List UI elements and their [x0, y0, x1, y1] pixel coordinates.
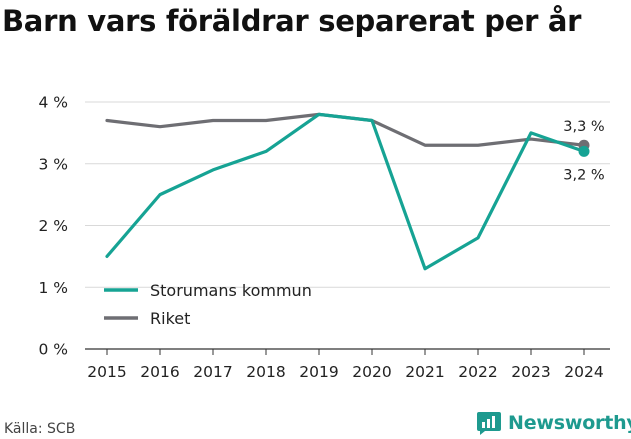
series-line-storuman — [105, 112, 586, 271]
x-axis: 2015 2016 2017 2018 2019 2020 2021 2022 2023 2024 — [87, 349, 604, 381]
y-tick-label: 0 % — [38, 341, 68, 359]
x-tick-label: 2019 — [299, 363, 338, 381]
legend: Storumans kommun Riket — [104, 281, 312, 328]
newsworthy-logo-icon — [477, 412, 501, 435]
legend-label: Riket — [150, 309, 190, 328]
end-value-label: 3,2 % — [563, 167, 604, 183]
series-end-point — [578, 145, 590, 157]
y-axis: 0 % 1 % 2 % 3 % 4 % — [38, 94, 68, 359]
end-value-label: 3,3 % — [563, 119, 604, 135]
legend-label: Storumans kommun — [150, 281, 312, 300]
x-tick-label: 2018 — [246, 363, 285, 381]
y-tick-label: 1 % — [38, 279, 68, 297]
x-tick-label: 2016 — [140, 363, 179, 381]
end-labels: 3,2 % 3,3 % — [563, 119, 604, 183]
source-note: Källa: SCB — [4, 421, 76, 437]
brand-logo: Newsworthy — [476, 408, 631, 438]
x-tick-label: 2021 — [405, 363, 444, 381]
chart-title: Barn vars föräldrar separerat per år — [2, 4, 582, 38]
x-tick-label: 2024 — [564, 363, 603, 381]
brand-name: Newsworthy — [508, 412, 631, 434]
y-tick-label: 3 % — [38, 155, 68, 173]
y-tick-label: 4 % — [38, 94, 68, 112]
y-tick-label: 2 % — [38, 217, 68, 235]
series-lines — [105, 112, 590, 271]
x-tick-label: 2023 — [511, 363, 550, 381]
grid-lines — [85, 101, 610, 350]
x-tick-label: 2017 — [193, 363, 232, 381]
x-tick-label: 2015 — [87, 363, 126, 381]
x-tick-label: 2022 — [458, 363, 497, 381]
x-tick-label: 2020 — [352, 363, 391, 381]
